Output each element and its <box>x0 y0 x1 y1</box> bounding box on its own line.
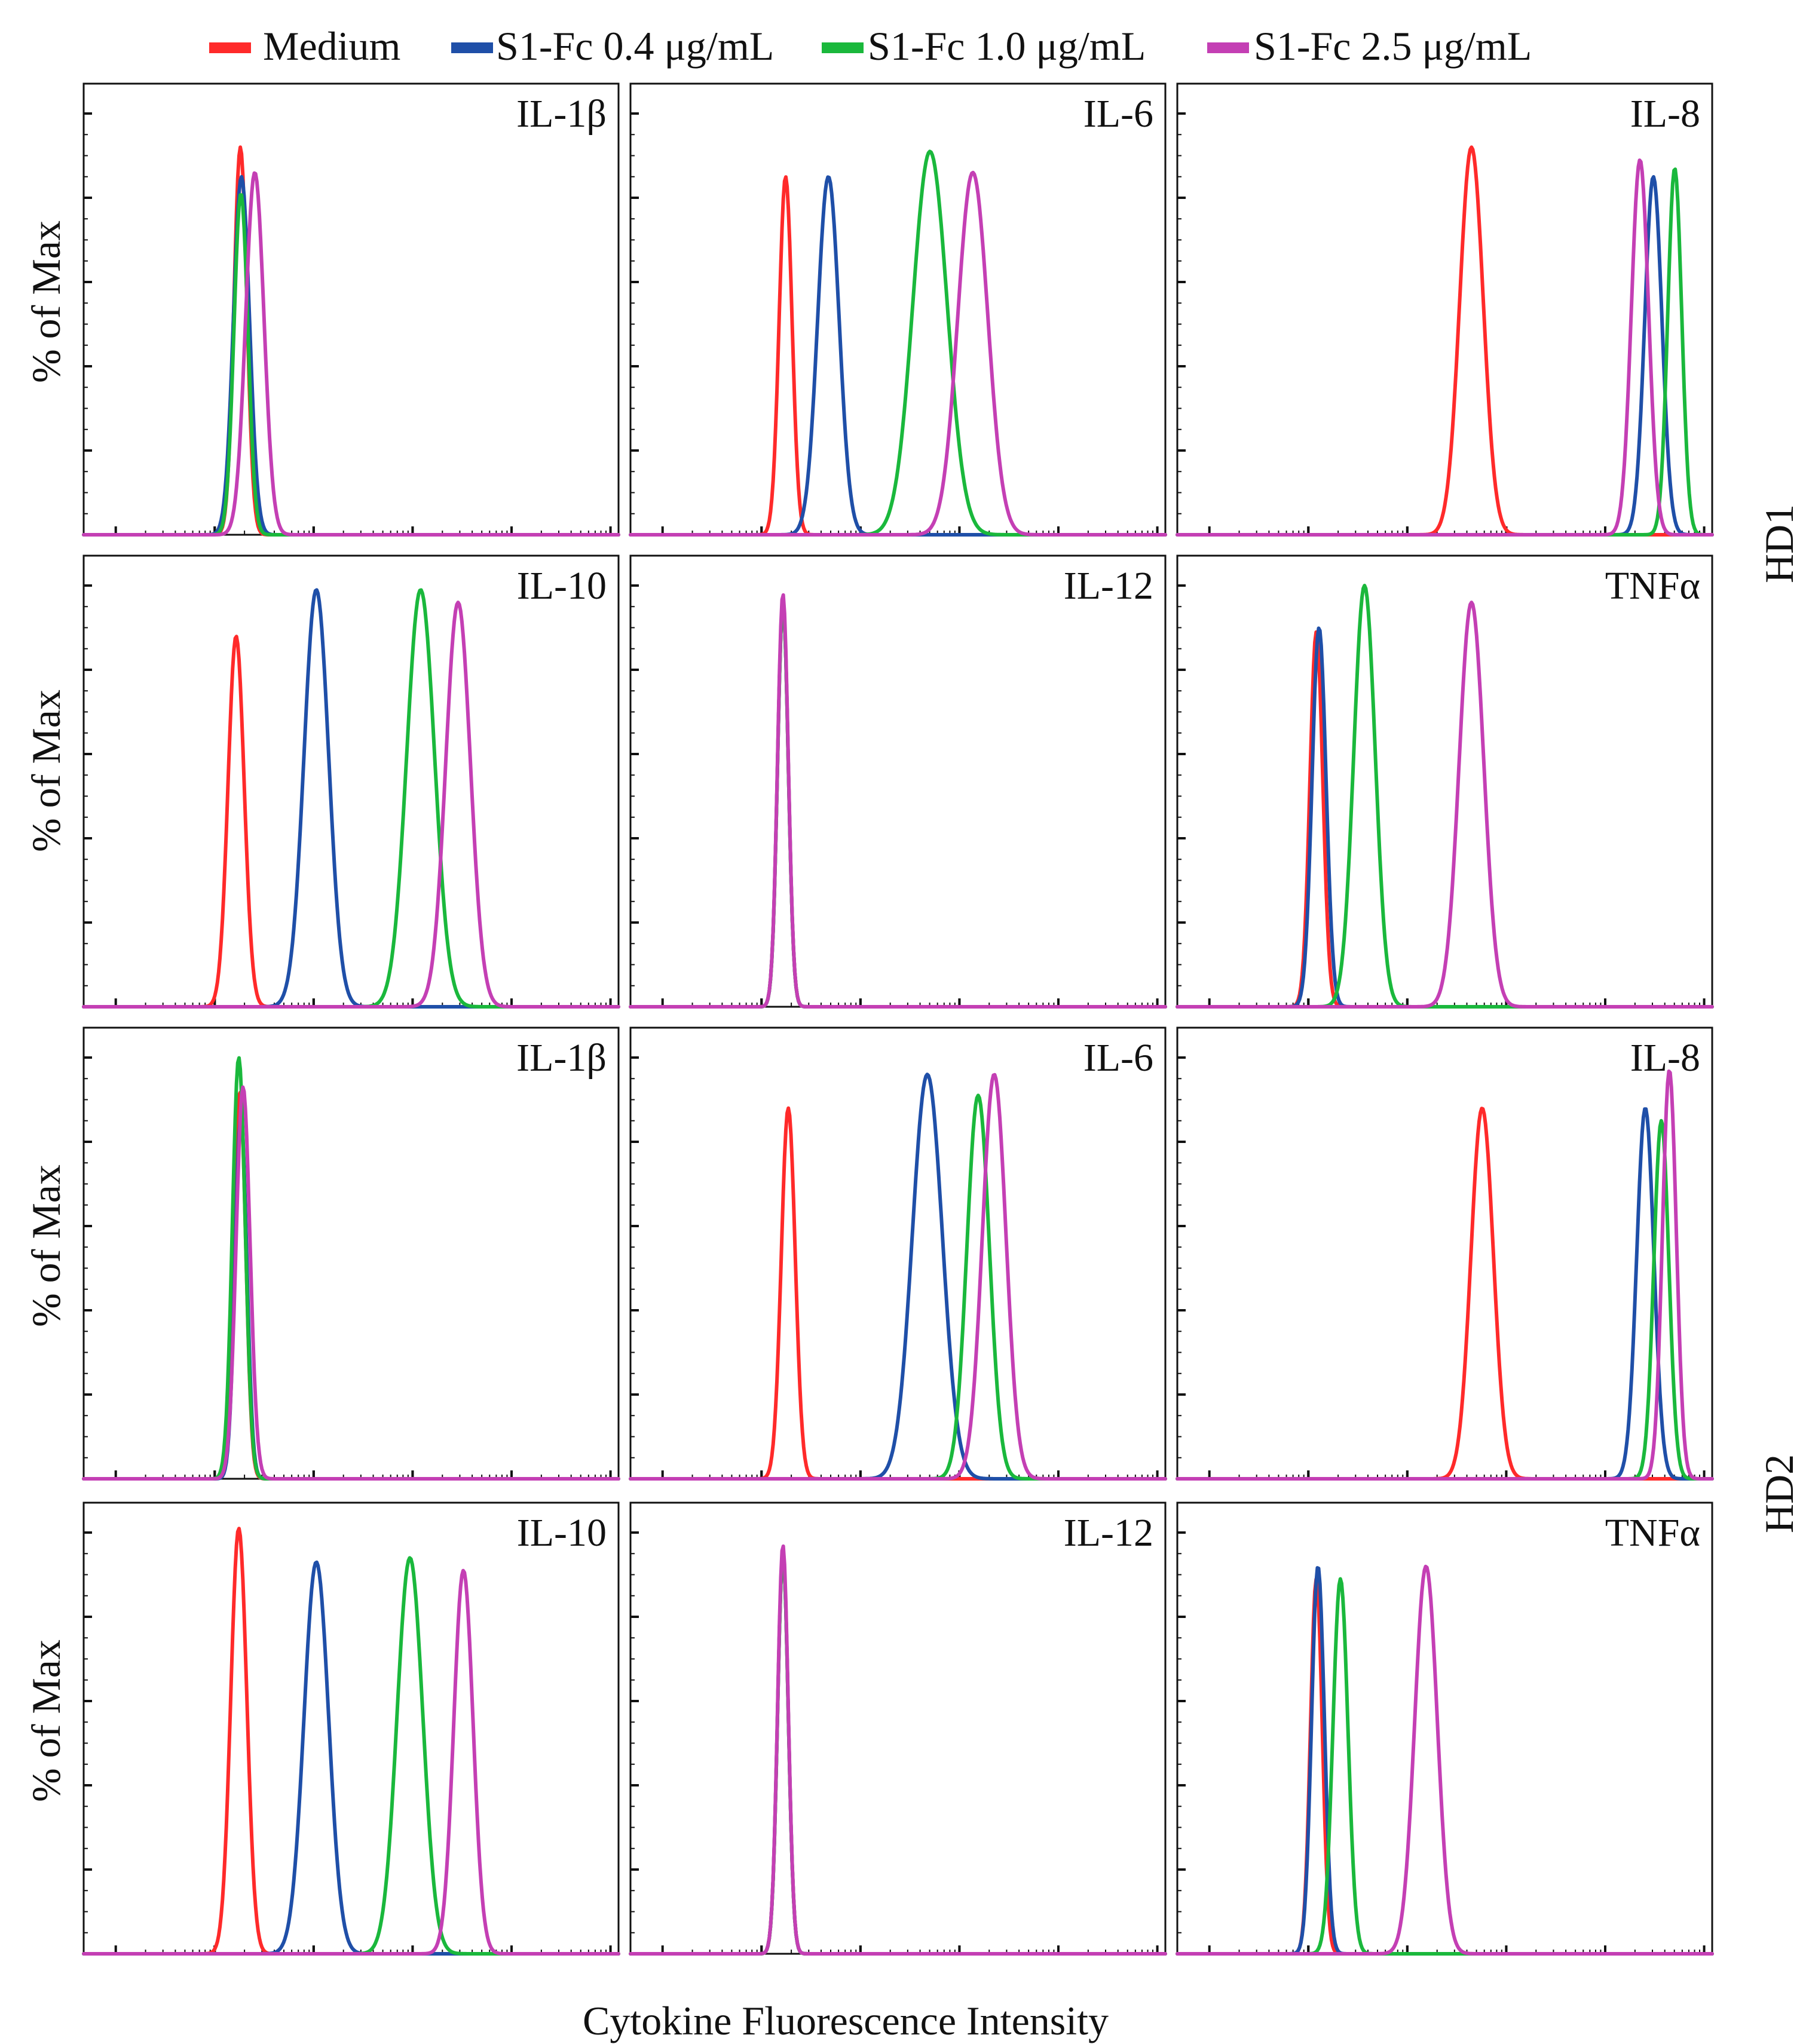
panel-frame <box>629 554 1167 1008</box>
panel-title: IL-8 <box>1630 92 1700 136</box>
panel-frame <box>82 554 620 1008</box>
curve-s1-fc-2-5-ug-ml <box>629 1072 1167 1481</box>
panel-hd2-tnfa: TNFα <box>1176 1501 1714 1956</box>
legend-entry-s1-1-0: S1-Fc 1.0 μg/mL <box>822 23 1146 69</box>
y-axis-label-row-3: % of Max <box>23 1165 69 1327</box>
curve-s1-fc-2-5-ug-ml <box>629 170 1167 537</box>
panel-hd1-il-10: IL-10 <box>82 554 620 1009</box>
panel-hd2-il-6: IL-6 <box>629 1026 1167 1481</box>
curve-s1-fc-2-5-ug-ml <box>1176 1564 1714 1956</box>
panel-title: IL-8 <box>1630 1036 1700 1080</box>
legend-label-s1-2-5: S1-Fc 2.5 μg/mL <box>1254 23 1532 69</box>
group-label-hd1: HD1 <box>1756 504 1802 583</box>
legend-label-s1-0-4: S1-Fc 0.4 μg/mL <box>496 23 774 69</box>
panel-title: IL-1β <box>516 92 607 136</box>
panel-frame <box>1176 1501 1713 1955</box>
panel-hd1-il-6: IL-6 <box>629 82 1167 537</box>
x-axis-label: Cytokine Fluorescence Intensity <box>583 1998 1109 2043</box>
panel-hd1-il-8: IL-8 <box>1176 82 1714 537</box>
panel-title: IL-12 <box>1064 564 1153 608</box>
legend: Medium S1-Fc 0.4 μg/mL S1-Fc 1.0 μg/mL S… <box>209 23 1532 69</box>
panel-frame <box>82 82 620 536</box>
panel-frame <box>1176 1026 1713 1480</box>
panel-frame <box>629 1026 1167 1480</box>
panel-hd2-il-8: IL-8 <box>1176 1026 1714 1481</box>
panel-title: TNFα <box>1605 564 1700 608</box>
y-axis-label-row-2: % of Max <box>23 689 69 852</box>
panel-title: IL-6 <box>1083 92 1153 136</box>
panel-title: IL-10 <box>517 1511 607 1555</box>
legend-entry-s1-2-5: S1-Fc 2.5 μg/mL <box>1207 23 1532 69</box>
panel-hd1-il-12: IL-12 <box>629 554 1167 1009</box>
curve-s1-fc-2-5-ug-ml <box>82 1568 620 1956</box>
panel-frame <box>1176 554 1713 1008</box>
y-axis-label-row-4: % of Max <box>23 1640 69 1802</box>
panel-title: TNFα <box>1605 1511 1700 1555</box>
panel-frame <box>629 1501 1167 1955</box>
curve-s1-fc-2-5-ug-ml <box>1176 600 1714 1009</box>
panel-title: IL-1β <box>516 1036 607 1080</box>
panel-hd1-tnfa: TNFα <box>1176 554 1714 1009</box>
curve-s1-fc-2-5-ug-ml <box>82 600 620 1009</box>
panel-hd1-il-1b: IL-1β <box>82 82 620 537</box>
curve-s1-fc-2-5-ug-ml <box>629 1544 1167 1956</box>
legend-entry-s1-0-4: S1-Fc 0.4 μg/mL <box>451 23 774 69</box>
panel-hd2-il-1b: IL-1β <box>82 1026 620 1481</box>
curve-s1-fc-2-5-ug-ml <box>82 171 620 537</box>
legend-entry-medium: Medium <box>209 23 400 69</box>
panel-hd2-il-12: IL-12 <box>629 1501 1167 1956</box>
legend-label-medium: Medium <box>263 23 400 69</box>
panel-title: IL-12 <box>1064 1511 1153 1555</box>
curve-s1-fc-2-5-ug-ml <box>82 1085 620 1481</box>
legend-label-s1-1-0: S1-Fc 1.0 μg/mL <box>868 23 1146 69</box>
panel-frame <box>1176 82 1713 536</box>
curve-s1-fc-2-5-ug-ml <box>1176 158 1714 537</box>
panel-frame <box>82 1501 620 1955</box>
curve-s1-fc-2-5-ug-ml <box>1176 1070 1714 1481</box>
y-axis-label-row-1: % of Max <box>23 220 69 383</box>
panel-hd2-il-10: IL-10 <box>82 1501 620 1956</box>
group-label-hd2: HD2 <box>1756 1454 1802 1533</box>
panel-title: IL-10 <box>517 564 607 608</box>
panel-grid: IL-1β IL-6 IL-8 IL-10 IL-12 TNFα IL-1β IL-6 IL-8… <box>82 82 1714 1956</box>
panel-title: IL-6 <box>1083 1036 1153 1080</box>
panel-frame <box>82 1026 620 1480</box>
curve-s1-fc-2-5-ug-ml <box>629 593 1167 1009</box>
